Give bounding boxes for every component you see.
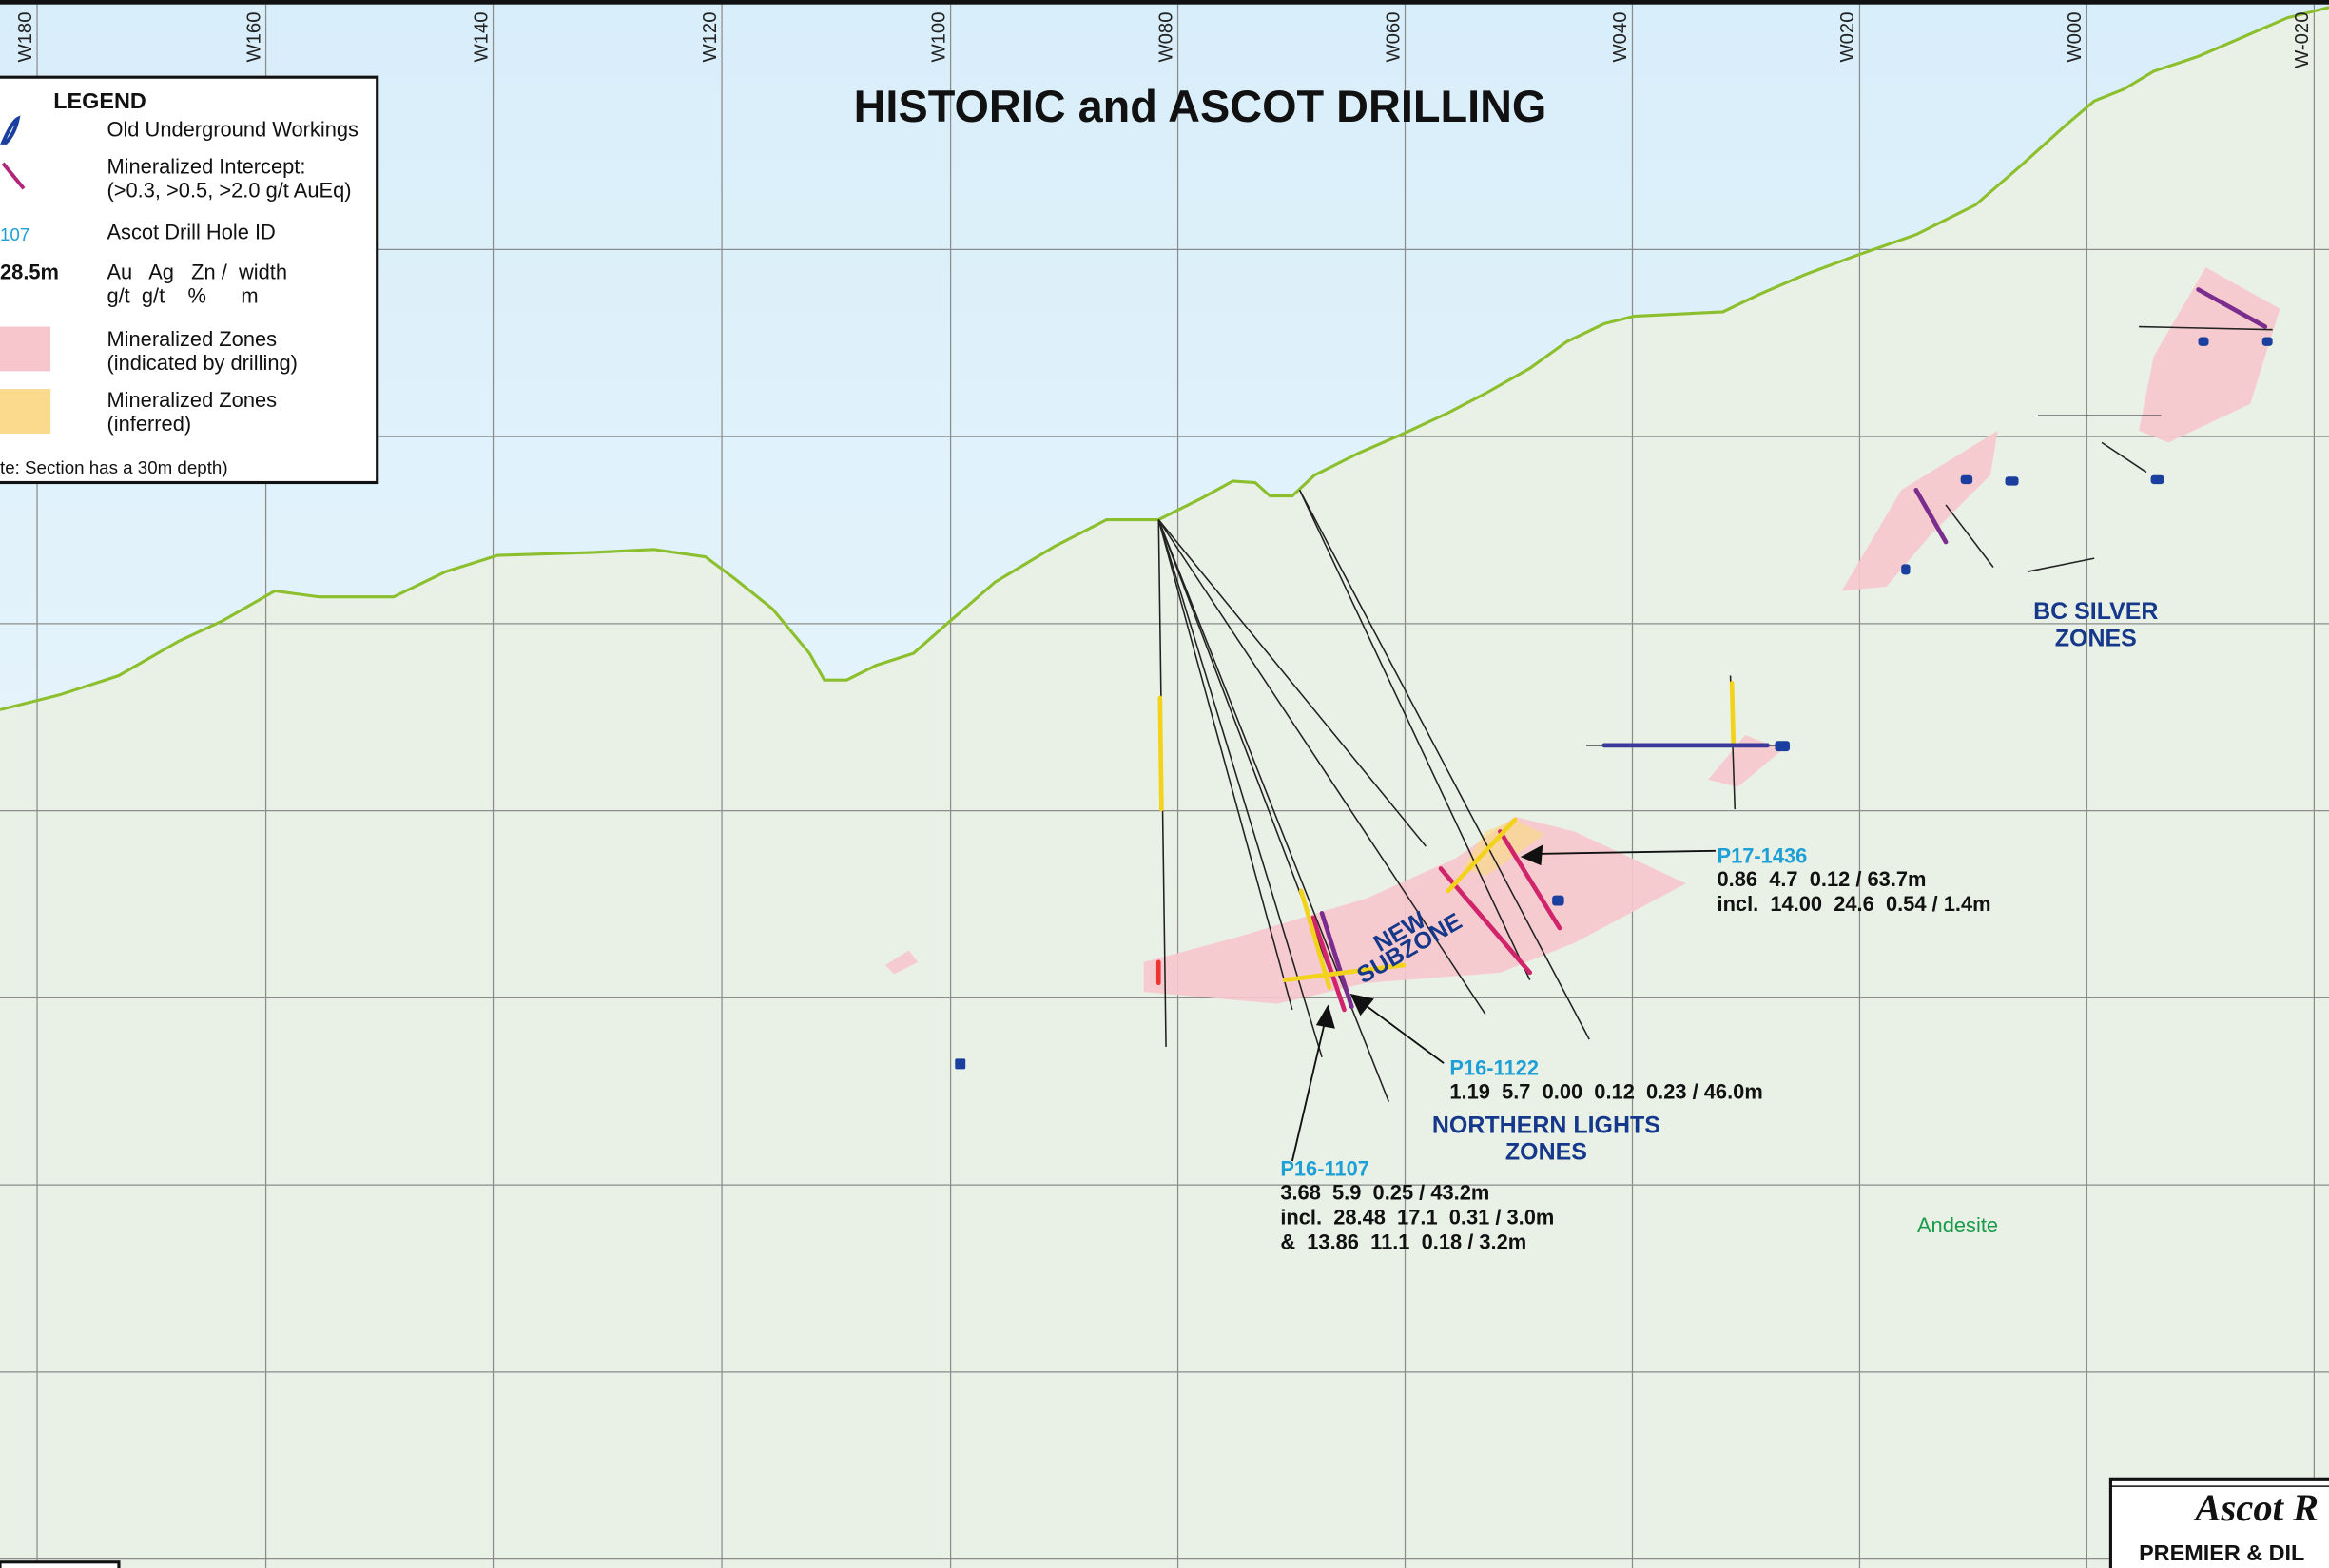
- legend-label: (>0.3, >0.5, >2.0 g/t AuEq): [107, 179, 351, 203]
- map-title: HISTORIC and ASCOT DRILLING: [854, 82, 1547, 131]
- section-map: HISTORIC and ASCOT DRILLING LEGEND 107 2…: [0, 0, 2329, 1568]
- assay-line: 1.19 5.7 0.00 0.12 0.23 / 46.0m: [1449, 1080, 1762, 1104]
- working: [1901, 564, 1910, 574]
- working: [1961, 475, 1972, 484]
- legend-swatch: [0, 389, 50, 434]
- hole-id: P17-1436: [1718, 843, 1808, 867]
- legend-label: g/t g/t % m: [107, 284, 258, 308]
- grid-label: W000: [2065, 11, 2086, 62]
- legend-swatch: [0, 327, 50, 372]
- top-border: [0, 0, 2329, 5]
- working: [2262, 337, 2273, 345]
- legend-symbol-text: 28.5m: [0, 261, 59, 284]
- working: [2199, 337, 2209, 345]
- assay-line: & 13.86 11.1 0.18 / 3.2m: [1280, 1229, 1526, 1253]
- grid-label: W060: [1383, 11, 1404, 62]
- assay-line: incl. 28.48 17.1 0.31 / 3.0m: [1280, 1206, 1554, 1229]
- working: [1775, 741, 1790, 751]
- legend-label: (indicated by drilling): [107, 351, 298, 375]
- assay-line: incl. 14.00 24.6 0.54 / 1.4m: [1718, 892, 1991, 916]
- hole-id: P16-1122: [1449, 1056, 1539, 1080]
- zone-label: ZONES: [2055, 625, 2137, 651]
- legend-label: Mineralized Intercept:: [107, 155, 305, 179]
- working: [2006, 476, 2019, 485]
- grid-label: W140: [471, 11, 492, 62]
- rock-label: Andesite: [1917, 1213, 1998, 1237]
- legend-title: LEGEND: [53, 88, 146, 113]
- grid-label: W020: [1837, 11, 1858, 62]
- grid-label: W180: [15, 11, 36, 62]
- hole-id: P16-1107: [1280, 1157, 1369, 1181]
- grid-label: W040: [1610, 11, 1631, 62]
- grid-label: W080: [1155, 11, 1176, 62]
- working: [955, 1058, 965, 1069]
- project-name: PREMIER & DIL: [2139, 1540, 2304, 1565]
- grid-label: W120: [700, 11, 721, 62]
- page: HISTORIC and ASCOT DRILLING LEGEND 107 2…: [0, 0, 2329, 1568]
- legend-symbol-text: 107: [0, 224, 29, 244]
- working: [2151, 475, 2164, 484]
- zone-label: BC SILVER: [2033, 598, 2158, 625]
- corner-box: [0, 1562, 119, 1568]
- assay-line: 0.86 4.7 0.12 / 63.7m: [1718, 867, 1927, 891]
- legend-label: Mineralized Zones: [107, 388, 277, 412]
- zone-label: NORTHERN LIGHTS: [1432, 1112, 1660, 1138]
- intercept: [1732, 683, 1734, 742]
- legend-label: Mineralized Zones: [107, 327, 277, 351]
- zone-label: ZONES: [1505, 1139, 1587, 1166]
- working: [1552, 896, 1563, 906]
- legend-label: Au Ag Zn / width: [107, 261, 287, 284]
- intercept: [1160, 698, 1162, 809]
- grid-label: W100: [928, 11, 949, 62]
- assay-line: 3.68 5.9 0.25 / 43.2m: [1280, 1181, 1489, 1205]
- legend-label: Ascot Drill Hole ID: [107, 220, 275, 243]
- legend: LEGEND 107 28.5m Old Underground Working…: [0, 77, 378, 482]
- legend-label: Old Underground Workings: [107, 118, 359, 142]
- legend-note: te: Section has a 30m depth): [0, 457, 228, 477]
- company-name: Ascot R: [2192, 1486, 2319, 1529]
- legend-label: (inferred): [107, 412, 191, 436]
- grid-label: W-020: [2292, 11, 2313, 68]
- grid-label: W160: [243, 11, 264, 62]
